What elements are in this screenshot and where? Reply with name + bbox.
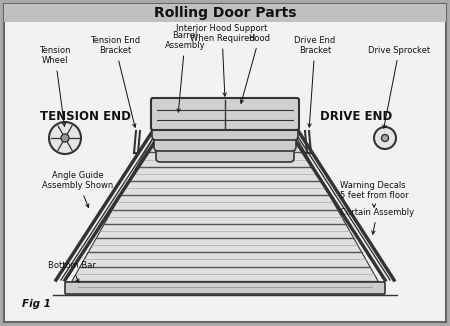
Circle shape bbox=[61, 134, 69, 142]
Text: Barrel
Assembly: Barrel Assembly bbox=[165, 31, 205, 112]
Text: Tension End
Bracket: Tension End Bracket bbox=[90, 36, 140, 127]
FancyBboxPatch shape bbox=[154, 131, 296, 151]
Text: Curtain Assembly: Curtain Assembly bbox=[340, 208, 414, 234]
FancyBboxPatch shape bbox=[151, 98, 299, 130]
Text: Angle Guide
Assembly Shown: Angle Guide Assembly Shown bbox=[42, 171, 113, 207]
Bar bbox=[4, 4, 446, 22]
FancyBboxPatch shape bbox=[65, 282, 385, 294]
Text: Rolling Door Parts: Rolling Door Parts bbox=[154, 6, 296, 20]
Text: Interior Hood Support
When Required: Interior Hood Support When Required bbox=[176, 24, 268, 96]
Text: Bottom Bar: Bottom Bar bbox=[48, 261, 96, 282]
Text: DRIVE END: DRIVE END bbox=[320, 110, 392, 123]
FancyBboxPatch shape bbox=[156, 142, 294, 162]
Circle shape bbox=[49, 122, 81, 154]
Text: Warning Decals
5 feet from floor: Warning Decals 5 feet from floor bbox=[340, 181, 409, 207]
Text: Drive Sprocket: Drive Sprocket bbox=[368, 46, 430, 128]
Circle shape bbox=[374, 127, 396, 149]
Polygon shape bbox=[68, 131, 382, 288]
Text: Hood: Hood bbox=[240, 34, 270, 103]
Text: Drive End
Bracket: Drive End Bracket bbox=[294, 36, 336, 127]
Circle shape bbox=[382, 135, 388, 141]
Text: Fig 1: Fig 1 bbox=[22, 299, 51, 309]
Text: TENSION END: TENSION END bbox=[40, 110, 131, 123]
FancyBboxPatch shape bbox=[152, 120, 298, 140]
Text: Tension
Wheel: Tension Wheel bbox=[39, 46, 71, 126]
